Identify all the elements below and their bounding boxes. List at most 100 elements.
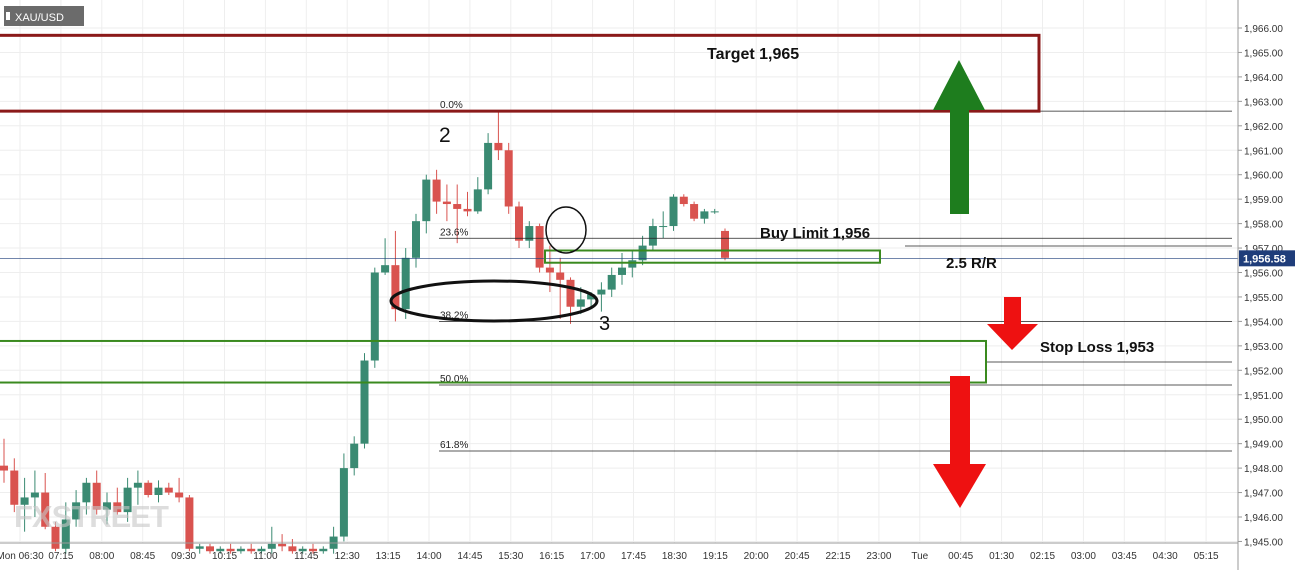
candle-body	[123, 487, 132, 513]
x-tick-label: 07:15	[48, 551, 73, 562]
candle-body	[257, 548, 266, 552]
candle-body	[288, 546, 297, 552]
candle-body	[618, 267, 626, 275]
candle-body	[628, 260, 637, 268]
x-tick-label: 17:45	[621, 551, 646, 562]
x-tick-label: 10:15	[212, 551, 237, 562]
x-tick-label: 08:00	[89, 551, 114, 562]
candle-body	[72, 502, 81, 520]
wave-3-label: 3	[599, 313, 610, 335]
y-tick-label: 1,954.00	[1244, 317, 1283, 328]
down-arrow-head	[933, 464, 986, 508]
candle-body	[535, 226, 544, 268]
candle-body	[164, 487, 173, 493]
candle-body	[401, 257, 410, 310]
candles	[0, 111, 729, 554]
fib-level-label: 0.0%	[440, 100, 463, 111]
candle-body	[679, 196, 688, 205]
last-price-badge: 1,956.58	[1239, 250, 1295, 267]
x-tick-label: 13:15	[376, 551, 401, 562]
symbol-badge	[4, 6, 84, 26]
candle-body	[669, 196, 678, 227]
candle-body	[721, 230, 729, 258]
y-tick-label: 1,958.00	[1244, 220, 1283, 231]
x-tick-label: 01:30	[989, 551, 1014, 562]
y-tick-label: 1,960.00	[1244, 171, 1283, 182]
highlight-ellipse	[389, 279, 599, 323]
wave-2-label: 2	[439, 124, 451, 147]
candle-body	[370, 272, 379, 361]
candle-body	[216, 548, 225, 552]
stop-loss-zone	[0, 339, 987, 384]
x-tick-label: 16:15	[539, 551, 564, 562]
target-zone	[0, 33, 1041, 113]
fib-level-label: 23.6%	[440, 227, 468, 238]
x-tick-label: 08:45	[130, 551, 155, 562]
x-tick-label: 00:45	[948, 551, 973, 562]
up-arrow-head	[933, 60, 985, 110]
candle-body	[30, 492, 39, 498]
candle-body	[473, 189, 482, 212]
candle-body	[556, 272, 565, 280]
x-tick-label: 18:30	[662, 551, 687, 562]
candle-body	[0, 465, 8, 471]
candle-body	[587, 294, 596, 300]
x-tick-label: 04:30	[1153, 551, 1178, 562]
buy-limit-label: Buy Limit 1,956	[760, 225, 870, 242]
y-tick-label: 1,966.00	[1244, 24, 1283, 35]
candle-body	[92, 482, 101, 510]
y-tick-label: 1,953.00	[1244, 342, 1283, 353]
fib-level-label: 38.2%	[440, 310, 468, 321]
candle-body	[51, 526, 60, 549]
candle-body	[350, 443, 359, 469]
x-tick-label: 03:00	[1071, 551, 1096, 562]
x-tick-label: 11:00	[253, 551, 278, 562]
y-tick-label: 1,955.00	[1244, 293, 1283, 304]
candle-body	[61, 519, 70, 549]
candle-body	[20, 497, 29, 505]
symbol-text: XAU/USD	[15, 12, 64, 24]
down-arrow-shaft	[950, 376, 970, 464]
candle-body	[700, 211, 709, 219]
y-tick-label: 1,957.00	[1244, 244, 1283, 255]
x-tick-label: 19:15	[703, 551, 728, 562]
candle-body	[144, 482, 153, 495]
candle-body	[442, 201, 451, 205]
candle-body	[659, 226, 668, 228]
candle-body	[236, 548, 245, 552]
x-tick-label: 20:45	[785, 551, 810, 562]
y-tick-label: 1,950.00	[1244, 415, 1283, 426]
last-price-text: 1,956.58	[1243, 253, 1286, 265]
candle-body	[247, 548, 256, 552]
candle-body	[185, 497, 194, 549]
candle-body	[607, 274, 616, 290]
candle-body	[226, 548, 235, 552]
candle-body	[82, 482, 91, 503]
up-arrow-shaft	[950, 108, 969, 214]
y-tick-label: 1,965.00	[1244, 48, 1283, 59]
candle-body	[690, 204, 699, 219]
overlays: 0.0% 23.6% 38.2% 50.0% 61.8%	[0, 33, 1238, 508]
candle-body	[195, 546, 204, 549]
candle-body	[494, 142, 503, 151]
rr-label: 2.5 R/R	[946, 255, 997, 272]
x-tick-label: 05:15	[1194, 551, 1219, 562]
candle-body	[566, 279, 575, 307]
x-tick-label: 17:00	[580, 551, 605, 562]
candle-body	[545, 267, 554, 273]
y-tick-label: 1,963.00	[1244, 97, 1283, 108]
candle-body	[133, 482, 142, 488]
highlight-circle	[545, 206, 587, 254]
candle-body	[638, 245, 647, 261]
x-tick-label: Mon 06:30	[0, 551, 44, 562]
candle-body	[10, 470, 19, 505]
candle-body	[267, 543, 276, 549]
candle-body	[484, 142, 493, 190]
buy-limit-zone	[544, 249, 881, 264]
candle-body	[298, 548, 307, 552]
candle-body	[504, 150, 513, 207]
x-tick-label: 20:00	[744, 551, 769, 562]
candle-body	[41, 492, 50, 527]
candle-body	[463, 208, 472, 212]
stop-arrow-head	[987, 324, 1038, 350]
